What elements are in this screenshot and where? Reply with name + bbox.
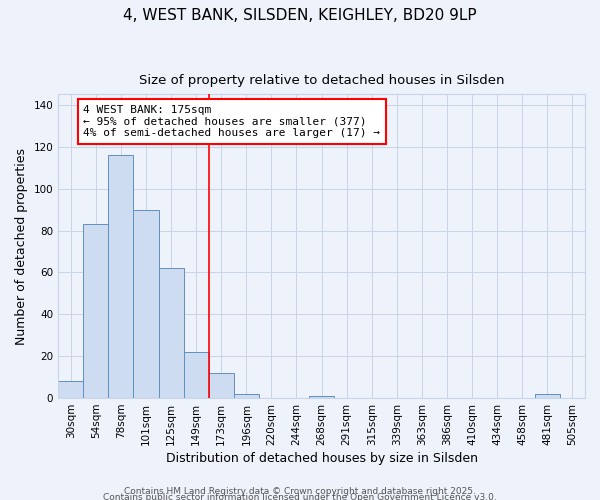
Y-axis label: Number of detached properties: Number of detached properties <box>15 148 28 344</box>
Bar <box>309 396 334 398</box>
Text: 4 WEST BANK: 175sqm
← 95% of detached houses are smaller (377)
4% of semi-detach: 4 WEST BANK: 175sqm ← 95% of detached ho… <box>83 105 380 138</box>
Bar <box>234 394 259 398</box>
Bar <box>184 352 209 398</box>
Text: 4, WEST BANK, SILSDEN, KEIGHLEY, BD20 9LP: 4, WEST BANK, SILSDEN, KEIGHLEY, BD20 9L… <box>123 8 477 22</box>
Bar <box>158 268 184 398</box>
Bar <box>109 155 133 398</box>
Bar <box>209 373 234 398</box>
Title: Size of property relative to detached houses in Silsden: Size of property relative to detached ho… <box>139 74 505 87</box>
Bar <box>535 394 560 398</box>
Bar <box>83 224 109 398</box>
Bar <box>133 210 158 398</box>
X-axis label: Distribution of detached houses by size in Silsden: Distribution of detached houses by size … <box>166 452 478 465</box>
Text: Contains HM Land Registry data © Crown copyright and database right 2025.: Contains HM Land Registry data © Crown c… <box>124 486 476 496</box>
Bar <box>58 382 83 398</box>
Text: Contains public sector information licensed under the Open Government Licence v3: Contains public sector information licen… <box>103 492 497 500</box>
